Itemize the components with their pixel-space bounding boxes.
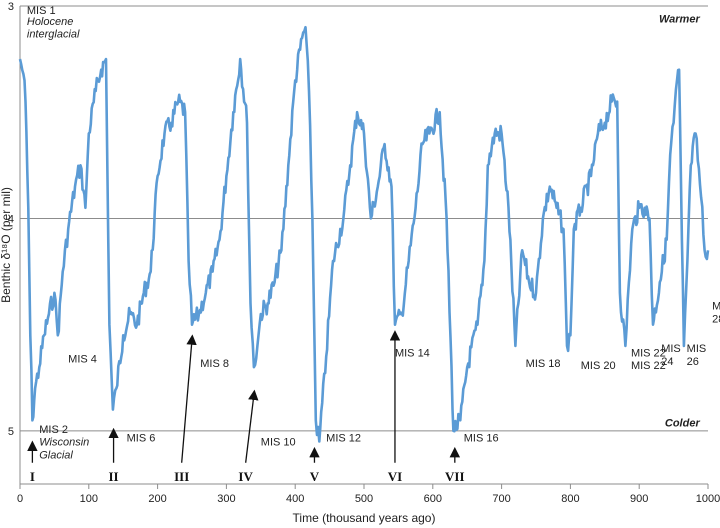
annotation-label: MIS 20 [581,360,616,372]
y-tick-label: 3 [8,1,14,13]
series-line [18,25,710,443]
arrows: I II III IV V VI VII [27,330,465,484]
x-tick-label: 100 [80,493,98,505]
annotation-label: MIS [687,343,707,355]
glacial-stage-label: I [30,469,35,484]
annotation-label: Holocene [27,16,73,28]
glacial-stage-label: VI [388,469,402,484]
x-tick-label: 300 [217,493,235,505]
glacial-stage-label: II [109,469,119,484]
annotation-label: interglacial [27,29,80,41]
annotation-label: MIS 18 [526,358,561,370]
x-tick-label: 400 [286,493,304,505]
annotation-label: MIS 22 [631,347,666,359]
annotation-label: MIS 22 [631,360,666,372]
y-tick-label: 5 [8,426,14,438]
glacial-stage-label: IV [238,469,253,484]
glacial-arrow [181,334,197,463]
glacial-stage-label: V [310,469,320,484]
annotation-label: MIS 10 [261,437,296,449]
y-tick-label: 4 [8,213,14,225]
x-axis-label: Time (thousand years ago) [293,511,436,525]
gridlines [20,5,708,432]
annotation-label: MIS 2 [39,424,68,436]
x-tick-label: 900 [630,493,648,505]
series-layer [18,25,710,443]
axes: 3 4 5 0 100 200 300 400 500 600 700 800 900 1000 [8,1,720,505]
y-axis-label: Benthic δ¹⁸O (per mil) [0,187,13,303]
x-tick-label: 600 [424,493,442,505]
annotation-label: Wisconsin [39,437,89,449]
annotation-label: MIS [661,343,681,355]
annotation-label: Warmer [659,14,700,26]
annotation-label: 24 [661,356,673,368]
glacial-stage-label: VII [445,469,465,484]
annotation-label: Glacial [39,449,73,461]
x-tick-label: 1000 [696,493,720,505]
x-tick-label: 700 [492,493,510,505]
annotation-label: MIS [712,301,720,313]
annotation-label: MIS 4 [68,354,97,366]
annotation-label: MIS 12 [326,432,361,444]
x-tick-label: 0 [17,493,23,505]
x-tick-label: 500 [355,493,373,505]
annotation-label: MIS 8 [200,358,229,370]
x-tick-label: 200 [148,493,166,505]
annotation-label: 26 [687,356,699,368]
annotation-label: MIS 14 [395,347,430,359]
annotation-label: MIS 16 [464,432,499,444]
glacial-arrow [245,389,259,463]
x-tick-label: 800 [561,493,579,505]
annotation-label: MIS 6 [127,432,156,444]
glacial-stage-label: III [174,469,189,484]
annotation-label: 28 [712,313,720,325]
annotation-label: Colder [665,417,701,429]
annotation-label: MIS 1 [27,5,56,17]
